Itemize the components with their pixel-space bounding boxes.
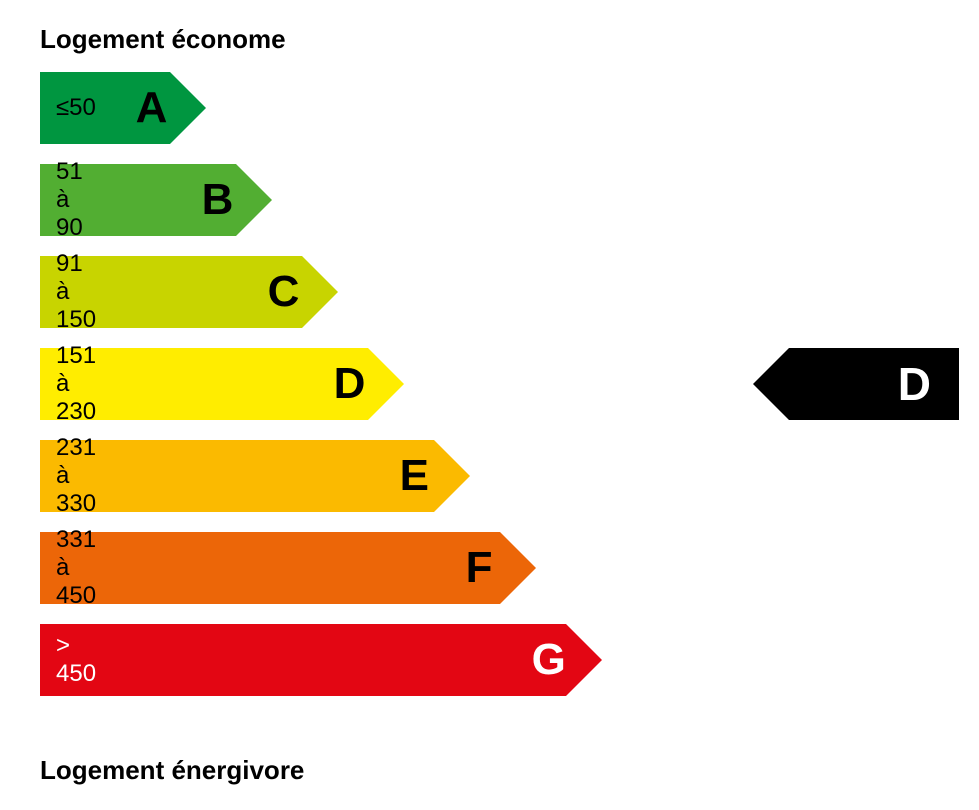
- bar-range-g: > 450: [56, 632, 96, 688]
- selected-indicator: D: [753, 348, 959, 420]
- bar-range-b: 51 à 90: [56, 158, 83, 242]
- bar-range-e: 231 à 330: [56, 434, 96, 518]
- bar-letter-e: E: [400, 451, 429, 501]
- bar-letter-g: G: [532, 635, 566, 685]
- bar-letter-a: A: [136, 83, 168, 133]
- bar-letter-b: B: [202, 175, 234, 225]
- bar-range-c: 91 à 150: [56, 250, 96, 334]
- bar-shape-f: [40, 532, 536, 604]
- bar-range-f: 331 à 450: [56, 526, 96, 610]
- bar-letter-c: C: [268, 267, 300, 317]
- energy-label-diagram: Logement économe ≤50 A 51 à 90 B 91 à 150 C 15…: [0, 0, 979, 810]
- title-econome: Logement économe: [40, 24, 286, 55]
- bar-range-d: 151 à 230: [56, 342, 96, 426]
- indicator-letter: D: [898, 357, 931, 411]
- bar-letter-f: F: [466, 543, 493, 593]
- bar-shape-g: [40, 624, 602, 696]
- title-energivore: Logement énergivore: [40, 755, 304, 786]
- bar-range-a: ≤50: [56, 94, 96, 122]
- bar-letter-d: D: [334, 359, 366, 409]
